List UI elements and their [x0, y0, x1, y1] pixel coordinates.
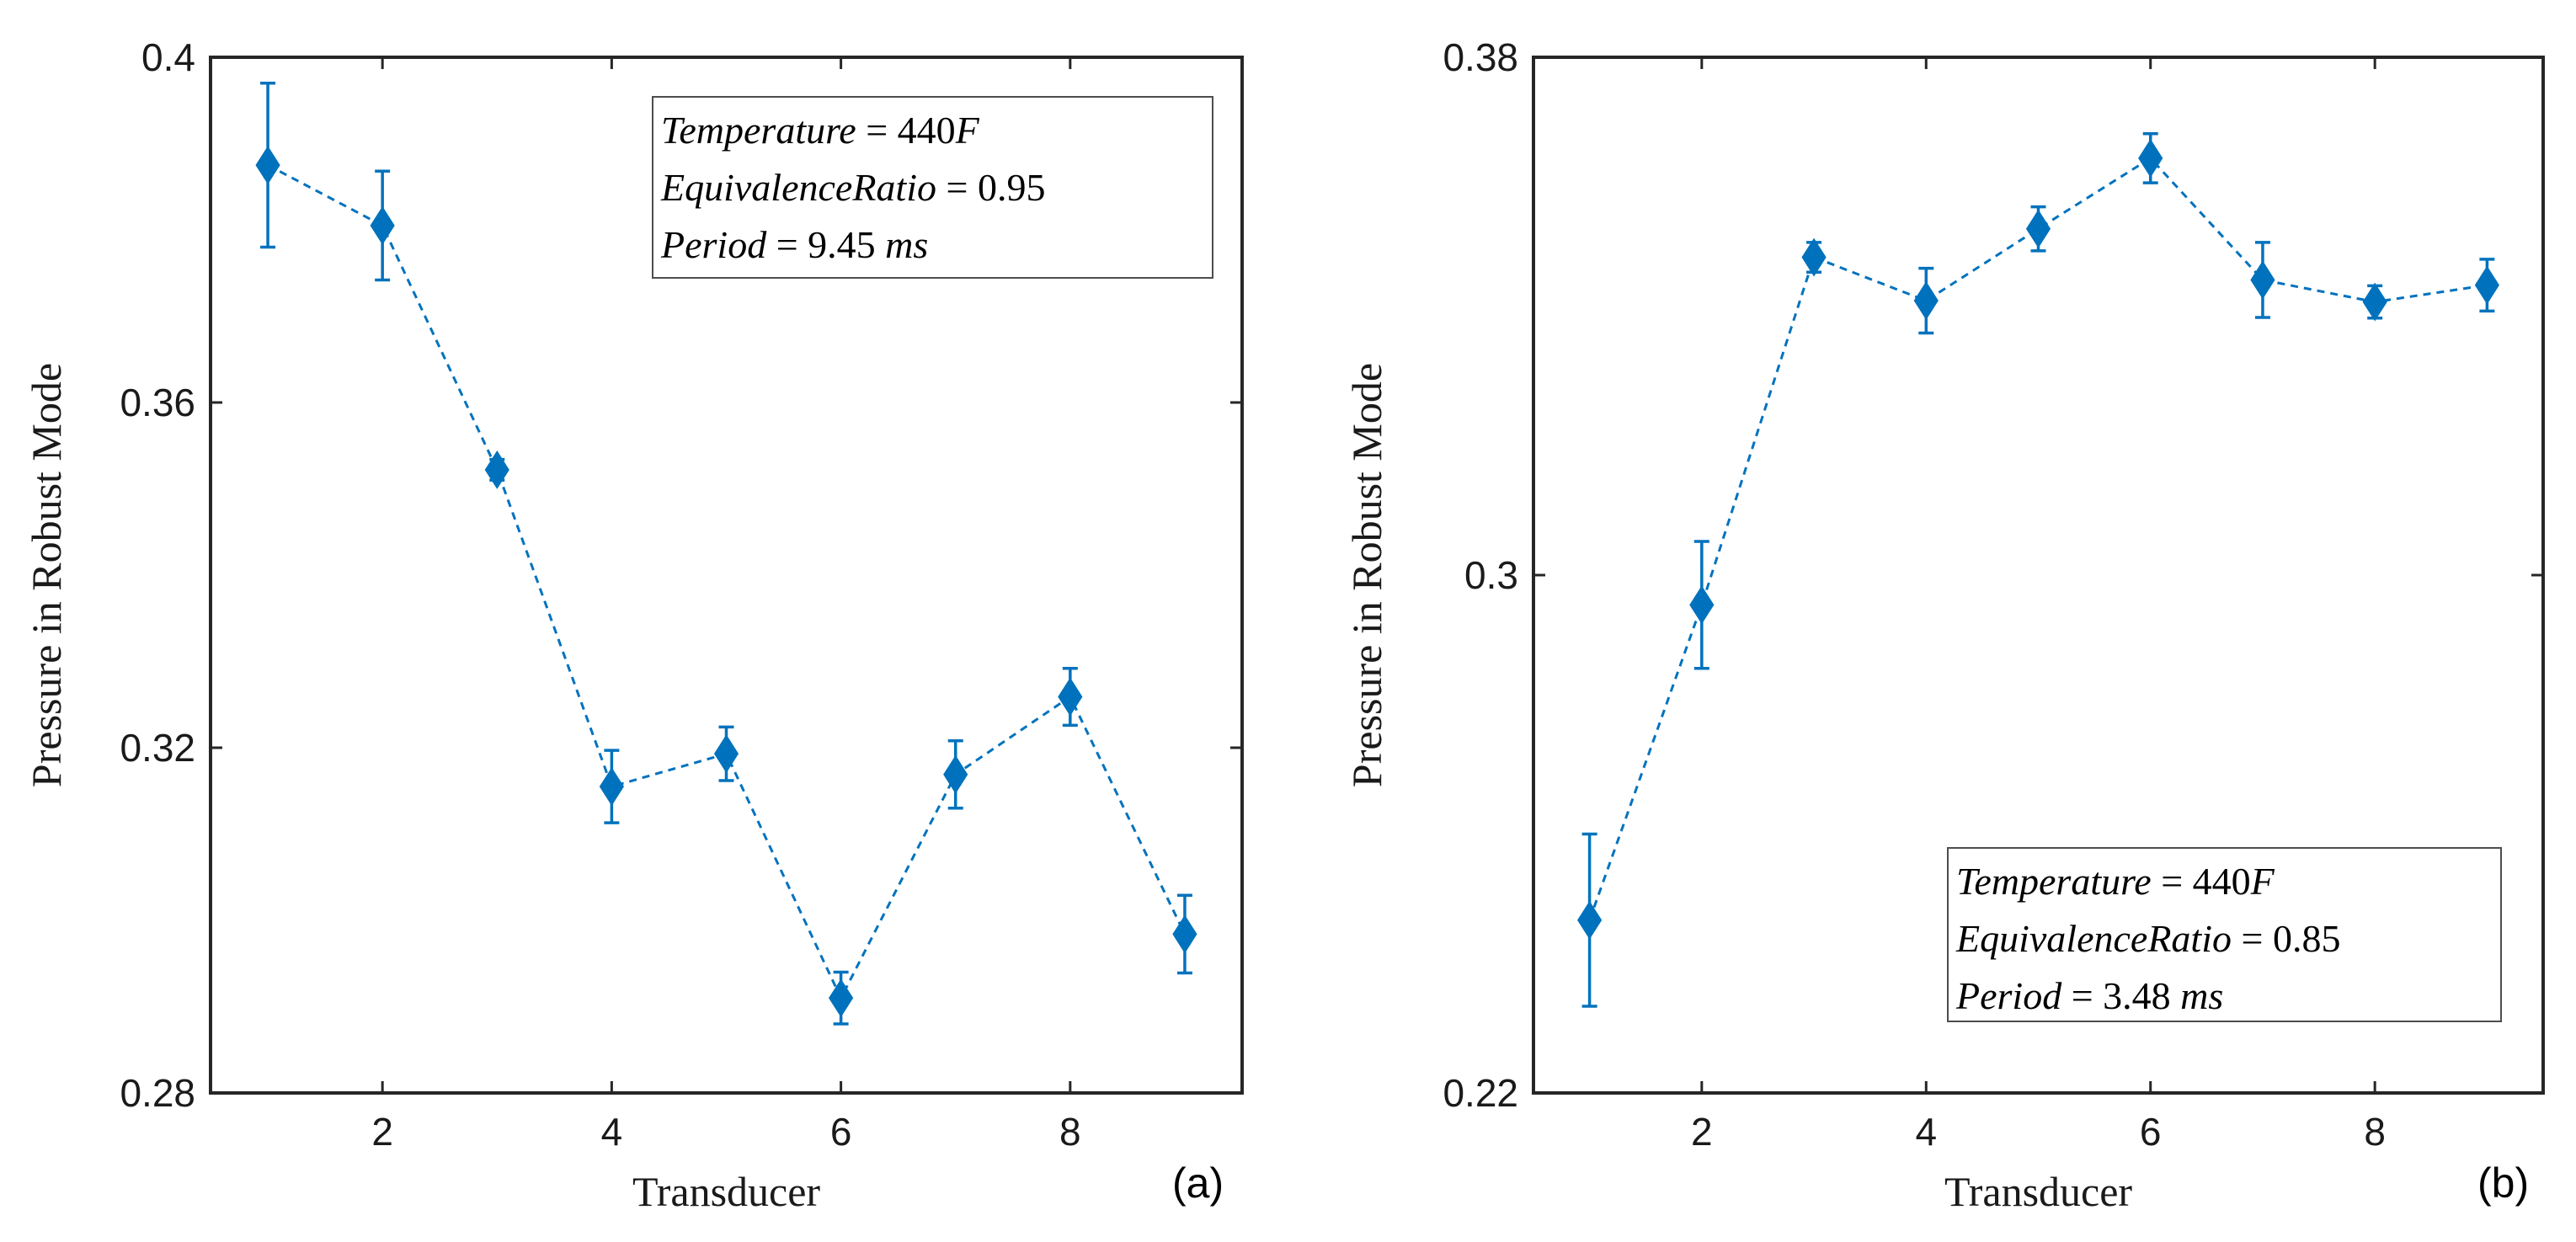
panel-label: (a) [1172, 1159, 1224, 1207]
data-point [1801, 237, 1827, 277]
x-tick-label: 8 [1059, 1110, 1081, 1154]
legend-unit: F [2250, 860, 2275, 903]
panel-label: (b) [2477, 1159, 2529, 1207]
data-point [1172, 914, 1197, 954]
legend-value: 0.95 [978, 166, 1046, 209]
y-axis-label: Pressure in Robust Mode [1343, 363, 1390, 787]
plot-frame [209, 56, 1244, 1095]
data-point [2025, 209, 2051, 248]
series-line [267, 163, 1187, 1001]
legend-label: Period [1955, 974, 2062, 1017]
y-tick-label: 0.32 [120, 726, 195, 770]
legend-line: Period = 9.45 ms [660, 223, 928, 266]
legend-box [652, 96, 1213, 279]
x-tick-label: 6 [830, 1110, 852, 1154]
legend-value: 440 [2193, 860, 2251, 903]
legend-eq: = [2152, 860, 2193, 903]
x-tick-label: 8 [2364, 1110, 2386, 1154]
y-axis-label: Pressure in Robust Mode [23, 363, 70, 787]
legend-unit: ms [885, 223, 928, 266]
legend-value: 9.45 [808, 223, 885, 266]
data-point [943, 754, 968, 794]
data-point [829, 978, 854, 1018]
legend-line: Period = 3.48 ms [1955, 974, 2223, 1017]
legend-label: Temperature [661, 109, 856, 152]
y-tick-label: 0.36 [120, 381, 195, 424]
x-tick-label: 6 [2140, 1110, 2162, 1154]
legend-eq: = [766, 223, 808, 266]
data-point [255, 146, 280, 185]
legend-unit: F [955, 109, 980, 152]
legend-unit: ms [2180, 974, 2223, 1017]
x-axis-label: Transducer [1944, 1168, 2132, 1215]
legend-eq: = [856, 109, 898, 152]
data-point [1058, 677, 1083, 717]
legend-label: Period [660, 223, 767, 266]
legend-line: Temperature = 440F [661, 109, 980, 152]
y-tick-label: 0.22 [1443, 1071, 1518, 1115]
x-tick-label: 4 [1915, 1110, 1937, 1154]
legend-label: EquivalenceRatio [1955, 917, 2232, 960]
data-point [2474, 265, 2499, 305]
data-point [1913, 281, 1939, 320]
y-tick-label: 0.28 [120, 1071, 195, 1115]
legend-eq: = [936, 166, 978, 209]
legend-value: 3.48 [2103, 974, 2180, 1017]
legend-box [1947, 847, 2502, 1022]
y-tick-label: 0.4 [141, 35, 195, 79]
legend-value: 0.85 [2273, 917, 2341, 960]
y-tick-label: 0.38 [1443, 35, 1518, 79]
panel-a: 2 4 6 8 0.28 0.32 0.36 0.4 Transducer Pressure in… [23, 35, 1244, 1215]
y-tick-label: 0.3 [1464, 553, 1518, 597]
series-line [1588, 156, 2488, 921]
legend-value: 440 [898, 109, 956, 152]
data-point [370, 205, 395, 245]
legend-line: EquivalenceRatio = 0.85 [1955, 917, 2340, 960]
data-point [1577, 900, 1603, 940]
x-tick-label: 2 [371, 1110, 393, 1154]
data-point [2362, 282, 2387, 322]
legend-line: Temperature = 440F [1956, 860, 2275, 903]
data-point [1689, 585, 1715, 625]
data-point [2138, 138, 2163, 178]
x-tick-label: 2 [1691, 1110, 1713, 1154]
legend-eq: = [2061, 974, 2103, 1017]
x-tick-label: 4 [601, 1110, 623, 1154]
legend-eq: = [2232, 917, 2273, 960]
data-point [713, 734, 739, 774]
panel-b: 2 4 6 8 0.22 0.3 0.38 Transducer Pressure in Rob… [1343, 35, 2545, 1215]
data-point [599, 767, 624, 807]
legend-label: EquivalenceRatio [660, 166, 936, 209]
data-point [2250, 260, 2275, 300]
x-axis-label: Transducer [632, 1168, 820, 1215]
data-point [484, 450, 509, 489]
legend-label: Temperature [1956, 860, 2152, 903]
legend-line: EquivalenceRatio = 0.95 [660, 166, 1045, 209]
